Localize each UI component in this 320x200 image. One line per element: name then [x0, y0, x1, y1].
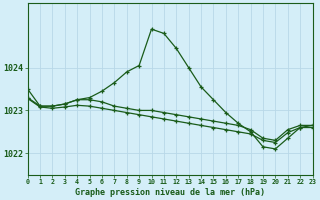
X-axis label: Graphe pression niveau de la mer (hPa): Graphe pression niveau de la mer (hPa) — [75, 188, 265, 197]
